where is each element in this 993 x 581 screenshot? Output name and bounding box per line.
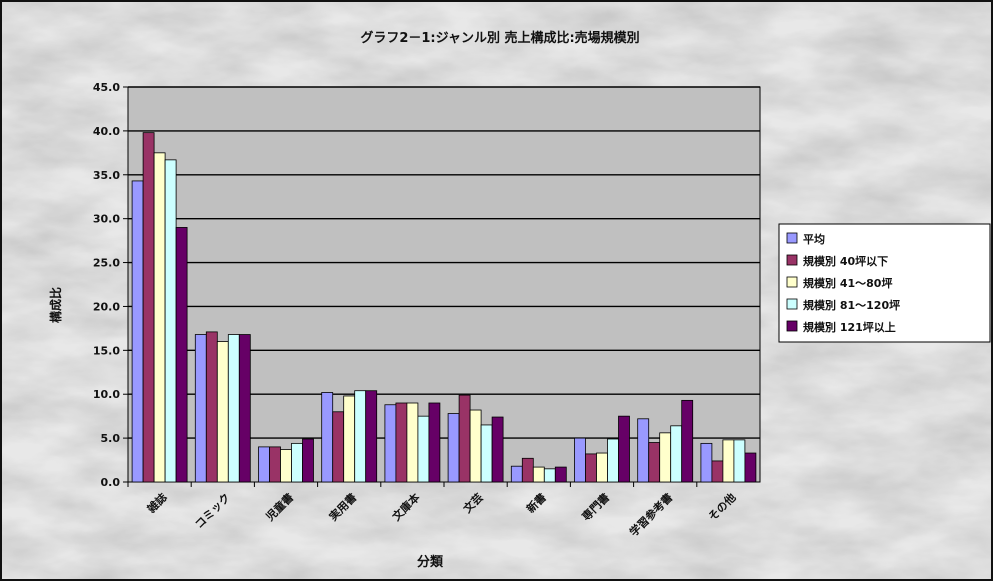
bar — [428, 402, 441, 483]
y-tick-label: 30.0 — [93, 213, 120, 226]
bar — [700, 442, 713, 483]
y-tick-label: 25.0 — [93, 257, 120, 270]
bar — [227, 334, 240, 483]
bar — [280, 449, 292, 483]
y-tick-label: 20.0 — [93, 300, 120, 313]
bar — [194, 334, 207, 483]
bar — [532, 466, 545, 483]
legend-entry: 規模別 121坪以上 — [803, 320, 896, 334]
bar — [384, 404, 397, 483]
bar — [447, 413, 460, 483]
y-axis-label: 構成比 — [48, 287, 63, 323]
bar — [458, 394, 471, 483]
bar — [291, 442, 303, 483]
legend-swatch — [786, 232, 798, 244]
x-axis-label: 分類 — [417, 554, 444, 570]
legend-entry: 規模別 81～120坪 — [803, 298, 900, 312]
bar — [153, 152, 166, 483]
bar — [354, 390, 367, 483]
bar — [744, 452, 757, 483]
y-tick-label: 35.0 — [93, 169, 120, 182]
bar — [670, 425, 683, 483]
bar — [142, 132, 155, 483]
bar — [131, 180, 144, 483]
legend-swatch — [786, 276, 798, 288]
bar — [175, 227, 188, 483]
bar — [711, 460, 724, 483]
legend-swatch — [786, 320, 798, 332]
bar — [618, 415, 630, 483]
bar — [269, 446, 281, 483]
bars — [131, 132, 757, 483]
bar — [321, 392, 334, 483]
y-tick-label: 45.0 — [93, 81, 120, 94]
y-axis: 0.0 5.0 10.0 15.0 20.0 25.0 30.0 35.0 40.0 45.0 — [93, 81, 129, 489]
bar — [164, 159, 177, 483]
bar — [574, 437, 586, 483]
y-tick-label: 0.0 — [101, 476, 121, 489]
bar — [554, 466, 567, 483]
bar — [543, 468, 556, 483]
bar — [406, 402, 419, 483]
bar — [733, 439, 746, 483]
legend-swatch — [786, 254, 798, 266]
bar — [648, 442, 661, 483]
chart-title: グラフ2－1:ジャンル別 売上構成比:売場規模別 — [360, 30, 639, 46]
bar — [205, 331, 218, 483]
bar — [722, 439, 735, 483]
bar — [681, 399, 694, 483]
bar — [521, 457, 534, 483]
y-tick-label: 5.0 — [101, 432, 121, 445]
legend-swatch — [786, 298, 798, 310]
bar — [216, 341, 229, 483]
bar — [596, 452, 608, 483]
bar — [332, 411, 345, 483]
bar — [637, 418, 650, 483]
y-tick-label: 15.0 — [93, 344, 120, 357]
bar — [469, 409, 482, 483]
legend-entry: 規模別 41～80坪 — [803, 276, 892, 290]
legend-entry: 規模別 40坪以下 — [803, 254, 888, 268]
y-tick-label: 40.0 — [93, 125, 120, 138]
bar — [480, 424, 493, 483]
bar — [238, 334, 251, 483]
bar — [343, 395, 356, 483]
bar — [302, 438, 314, 483]
bar — [491, 416, 504, 483]
legend-box — [778, 223, 991, 343]
y-tick-label: 10.0 — [93, 388, 120, 401]
bar — [417, 415, 430, 483]
bar — [510, 465, 523, 483]
bar — [607, 438, 619, 483]
legend-entry: 平均 — [803, 232, 825, 246]
bar — [585, 453, 597, 483]
bar — [258, 446, 270, 483]
bar — [395, 402, 408, 483]
bar — [365, 390, 378, 483]
bar — [659, 432, 672, 483]
